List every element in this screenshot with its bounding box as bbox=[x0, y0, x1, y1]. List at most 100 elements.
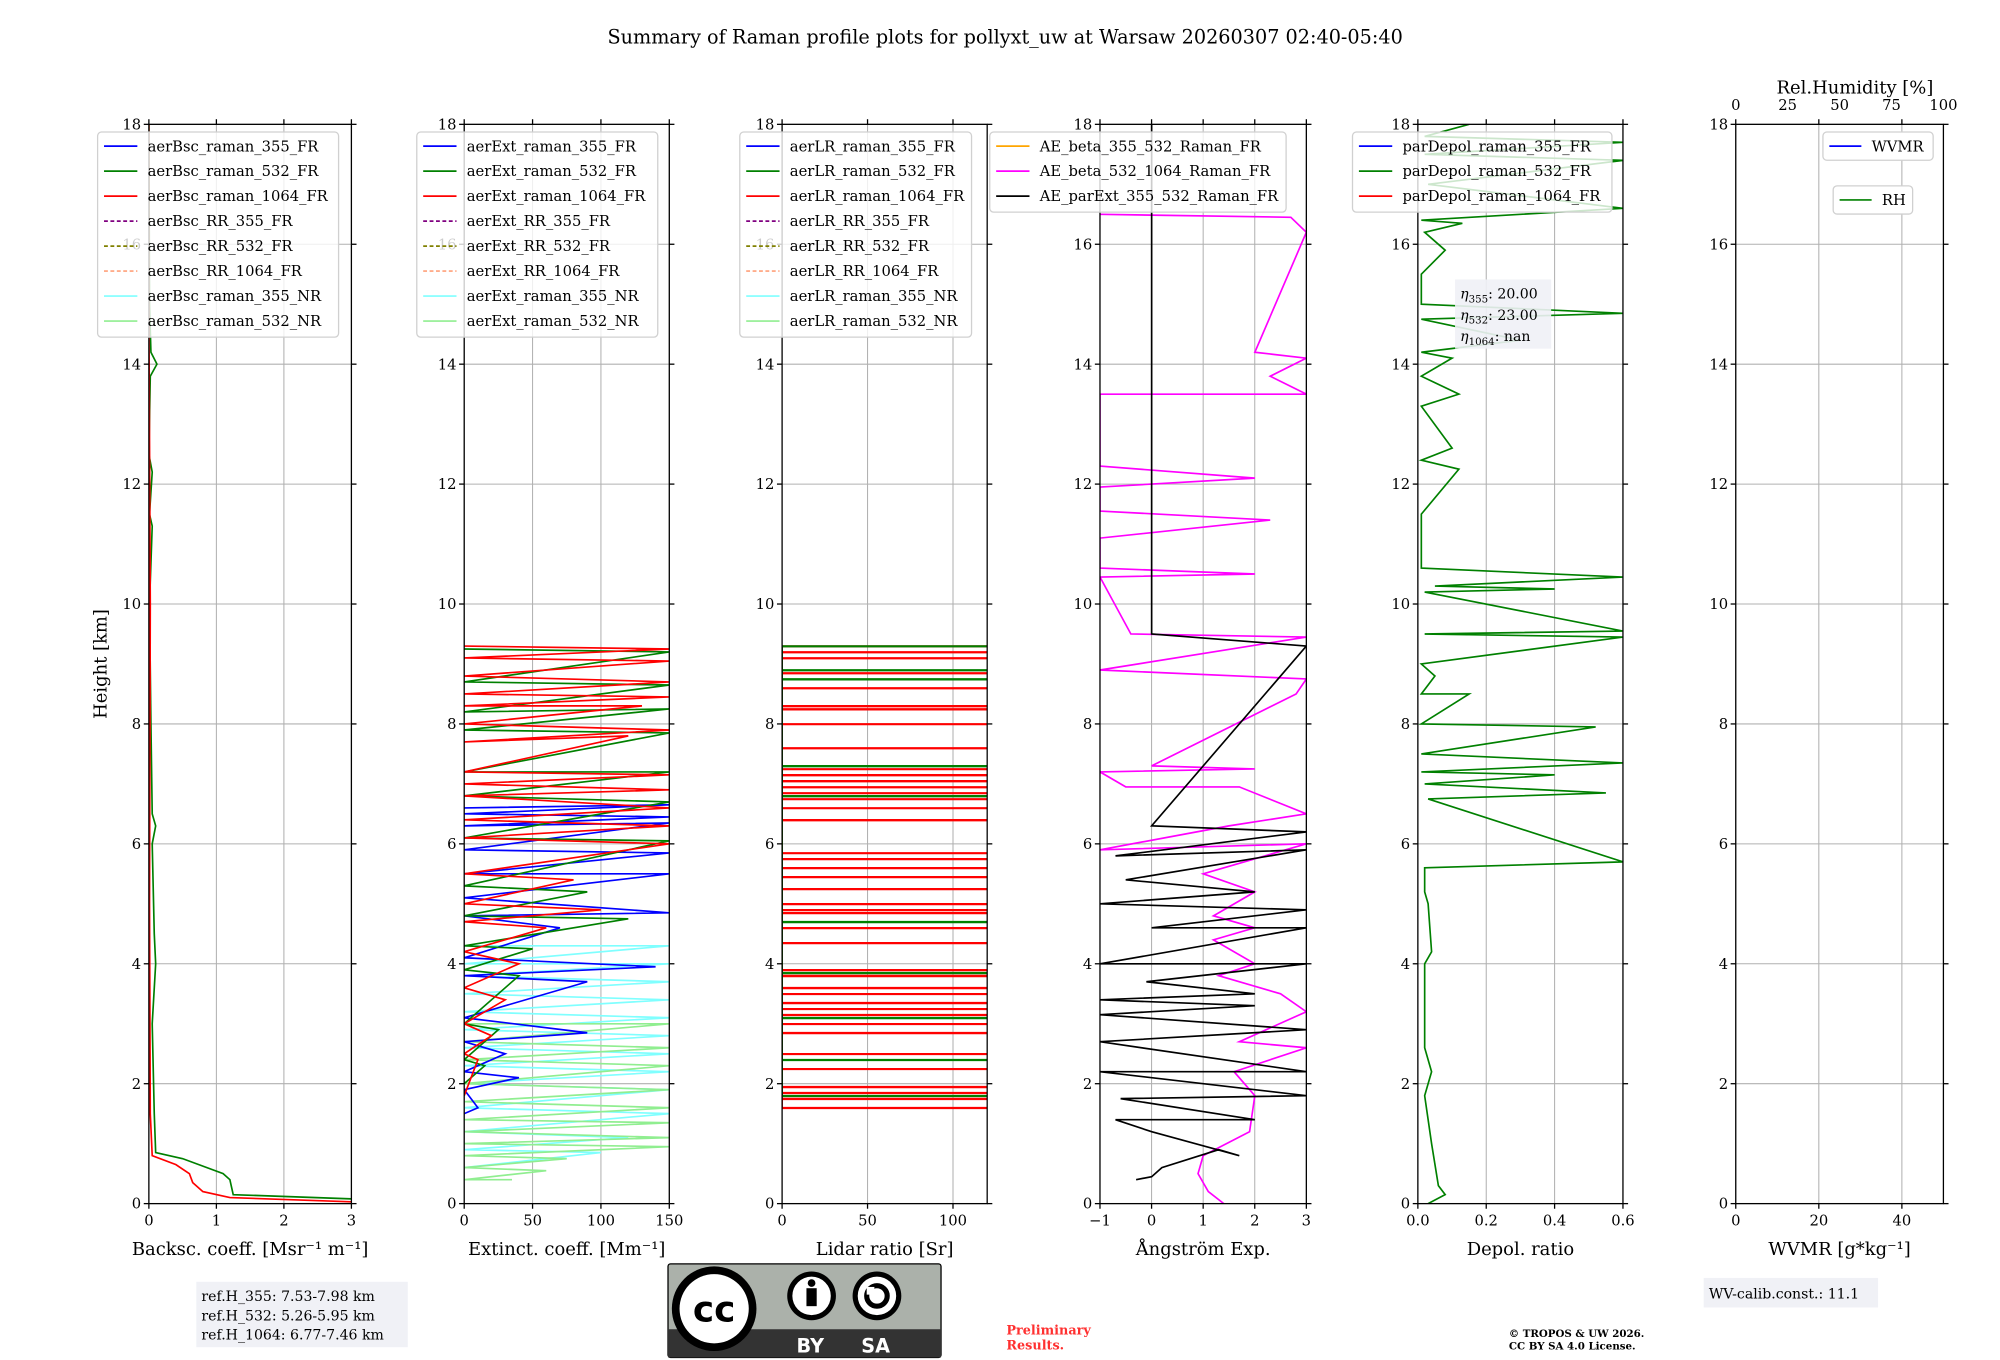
y-tick-label: 16 bbox=[1391, 236, 1410, 253]
series-group bbox=[1418, 124, 1623, 1204]
y-tick-label: 18 bbox=[756, 116, 775, 133]
panel-2: 024681012141618050100150Extinct. coeff. … bbox=[416, 116, 683, 1260]
x-axis-label: Backsc. coeff. [Msr⁻¹ m⁻¹] bbox=[132, 1239, 369, 1260]
y-tick-label: 10 bbox=[756, 596, 775, 613]
legend-label: aerExt_raman_532_NR bbox=[467, 313, 640, 330]
legend-label: aerBsc_raman_355_FR bbox=[148, 138, 320, 155]
y-tick-label: 6 bbox=[765, 836, 774, 853]
legend-label: aerBsc_raman_355_NR bbox=[148, 288, 322, 305]
figure-title: Summary of Raman profile plots for polly… bbox=[607, 26, 1402, 49]
x-tick-label: −1 bbox=[1089, 1212, 1111, 1229]
y-tick-label: 6 bbox=[1083, 836, 1092, 853]
legend-label: aerLR_RR_1064_FR bbox=[790, 263, 939, 280]
eta-subscript: 532 bbox=[1469, 315, 1489, 327]
y-tick-label: 4 bbox=[1083, 956, 1092, 973]
wv-calibration-box: WV-calib.const.: 11.1 bbox=[1703, 1277, 1879, 1308]
reference-height-box: ref.H_355: 7.53-7.98 km ref.H_532: 5.26-… bbox=[196, 1281, 408, 1348]
y-tick-label: 2 bbox=[1719, 1076, 1728, 1093]
y-tick-label: 12 bbox=[1709, 476, 1728, 493]
eta-subscript: 1064 bbox=[1469, 336, 1495, 348]
top-x-tick-label: 50 bbox=[1830, 97, 1849, 114]
y-tick-label: 0 bbox=[447, 1196, 456, 1213]
x-tick-label: 0.2 bbox=[1475, 1212, 1498, 1229]
series-AE_beta_532_1064_Raman_FR bbox=[1099, 213, 1307, 1204]
refh-1064: ref.H_1064: 6.77-7.46 km bbox=[201, 1327, 383, 1343]
x-tick-label: 50 bbox=[858, 1212, 877, 1229]
series-aerExt_raman_355_FR bbox=[464, 804, 670, 1115]
y-tick-label: 16 bbox=[1074, 236, 1093, 253]
legend-label: aerBsc_raman_532_NR bbox=[148, 313, 322, 330]
axes-frame bbox=[781, 123, 988, 1205]
legend-label: aerBsc_RR_355_FR bbox=[148, 213, 294, 230]
legend-label: aerExt_raman_355_NR bbox=[467, 288, 640, 305]
series-aerBsc_raman_532_FR bbox=[148, 124, 352, 1200]
legend-label: aerLR_raman_355_NR bbox=[790, 288, 959, 305]
legend-rh: RH bbox=[1832, 185, 1914, 215]
eta-symbol: η bbox=[1460, 329, 1469, 345]
series-aerExt_raman_532_NR bbox=[464, 1022, 670, 1181]
y-tick-label: 16 bbox=[1709, 236, 1728, 253]
x-axis-label: WVMR [g*kg⁻¹] bbox=[1768, 1239, 1910, 1260]
sa-label: SA bbox=[861, 1334, 890, 1357]
legend-label: parDepol_raman_355_FR bbox=[1402, 138, 1591, 155]
legend: AE_beta_355_532_Raman_FR AE_beta_532_1064… bbox=[989, 131, 1287, 213]
eta-line: η532: 23.00 bbox=[1460, 308, 1538, 327]
cc-icon bbox=[679, 1274, 749, 1344]
eta-line: η355: 20.00 bbox=[1460, 287, 1538, 306]
x-tick-label: 0.4 bbox=[1543, 1212, 1566, 1229]
x-axis-label: Ångström Exp. bbox=[1135, 1238, 1271, 1260]
wv-calib-text: WV-calib.const.: 11.1 bbox=[1709, 1286, 1859, 1302]
y-tick-label: 14 bbox=[122, 356, 141, 373]
y-tick-label: 4 bbox=[132, 956, 141, 973]
series-group bbox=[464, 645, 670, 1181]
y-tick-label: 4 bbox=[447, 956, 456, 973]
legend: aerExt_raman_355_FR aerExt_raman_532_FRae… bbox=[416, 131, 659, 338]
eta-subscript: 355 bbox=[1469, 294, 1489, 306]
series-parDepol_raman_532_FR bbox=[1418, 124, 1623, 1204]
x-tick-label: 0 bbox=[1731, 1212, 1740, 1229]
legend-label: aerBsc_raman_532_FR bbox=[148, 163, 320, 180]
legend-label: aerLR_raman_532_NR bbox=[790, 313, 959, 330]
y-tick-label: 8 bbox=[1401, 716, 1410, 733]
legend-label: aerExt_raman_355_FR bbox=[467, 138, 637, 155]
legend-box bbox=[96, 131, 340, 338]
legend-label: aerBsc_RR_532_FR bbox=[148, 238, 294, 255]
x-tick-label: 0 bbox=[1147, 1212, 1156, 1229]
y-tick-label: 0 bbox=[765, 1196, 774, 1213]
eta-value: : nan bbox=[1495, 329, 1531, 345]
legend: aerBsc_raman_355_FR aerBsc_raman_532_FRae… bbox=[96, 131, 340, 338]
y-tick-label: 14 bbox=[756, 356, 775, 373]
legend-box bbox=[1351, 131, 1613, 213]
y-tick-label: 10 bbox=[1709, 596, 1728, 613]
x-tick-label: 0 bbox=[144, 1212, 153, 1229]
eta-symbol: η bbox=[1460, 308, 1469, 324]
preliminary-text: Preliminary bbox=[1006, 1323, 1091, 1338]
series-aerExt_raman_532_FR bbox=[464, 648, 670, 1085]
y-tick-label: 4 bbox=[1719, 956, 1728, 973]
y-tick-label: 6 bbox=[447, 836, 456, 853]
legend-label: aerExt_RR_1064_FR bbox=[467, 263, 621, 280]
y-tick-label: 2 bbox=[447, 1076, 456, 1093]
y-tick-label: 6 bbox=[1401, 836, 1410, 853]
x-tick-label: 0.0 bbox=[1406, 1212, 1429, 1229]
x-tick-label: 0 bbox=[460, 1212, 469, 1229]
y-tick-label: 8 bbox=[765, 716, 774, 733]
y-tick-label: 18 bbox=[438, 116, 457, 133]
x-tick-label: 40 bbox=[1893, 1212, 1912, 1229]
legend-label: AE_beta_532_1064_Raman_FR bbox=[1039, 163, 1271, 180]
results-text: Results. bbox=[1006, 1339, 1064, 1354]
series-aerBsc_raman_1064_FR bbox=[148, 124, 352, 1203]
legend-label: parDepol_raman_532_FR bbox=[1402, 163, 1591, 180]
y-tick-label: 14 bbox=[1709, 356, 1728, 373]
y-tick-label: 2 bbox=[1401, 1076, 1410, 1093]
x-tick-label: 3 bbox=[347, 1212, 356, 1229]
series-group bbox=[1099, 124, 1307, 1204]
y-tick-label: 12 bbox=[756, 476, 775, 493]
y-tick-label: 12 bbox=[1074, 476, 1093, 493]
y-tick-label: 18 bbox=[122, 116, 141, 133]
y-tick-label: 0 bbox=[1719, 1196, 1728, 1213]
y-tick-label: 10 bbox=[1391, 596, 1410, 613]
legend-label: AE_parExt_355_532_Raman_FR bbox=[1039, 188, 1279, 205]
